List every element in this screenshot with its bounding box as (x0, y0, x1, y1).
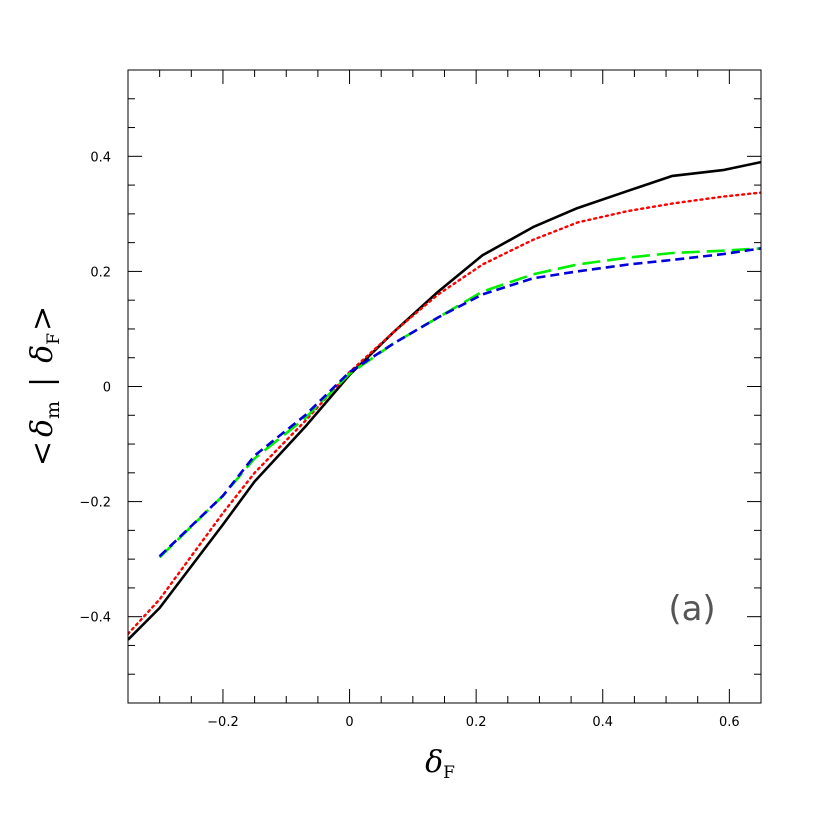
y-tick-label: −0.4 (79, 611, 111, 626)
y-axis-label-symbol: δ (25, 419, 60, 437)
y-axis-label-sub1: m (42, 401, 64, 419)
y-tick-label: 0.4 (90, 150, 111, 165)
x-tick-label: 0.2 (466, 715, 487, 730)
x-tick-label: 0.6 (719, 715, 740, 730)
x-tick-label: 0 (345, 715, 353, 730)
plot-frame (127, 69, 762, 704)
series-layer (128, 160, 761, 641)
panel-label: (a) (668, 589, 715, 629)
y-axis-label-sub2: F (44, 333, 64, 345)
y-axis-label-bar: | (25, 377, 60, 387)
y-axis-label: <δm|δF> (25, 306, 64, 466)
ticks-layer (128, 69, 762, 704)
y-tick-label: 0.2 (90, 265, 111, 280)
x-axis-label-subscript: F (443, 763, 455, 783)
x-axis-label-symbol: δ (425, 745, 443, 780)
svg-text:<δm|δF>: <δm|δF> (25, 306, 64, 466)
y-axis-label-close: > (25, 306, 60, 331)
series-line-2 (128, 191, 761, 636)
series-line-1 (128, 160, 761, 641)
y-tick-label: 0 (103, 381, 111, 396)
x-tick-label: 0.4 (592, 715, 613, 730)
series-line-3 (158, 247, 761, 559)
y-axis-label-symbol2: δ (25, 345, 60, 363)
y-tick-label: −0.2 (79, 496, 111, 511)
x-tick-label: −0.2 (207, 715, 239, 730)
y-axis-label-open: < (25, 441, 60, 466)
x-axis-label: δF (425, 745, 455, 783)
tick-labels-layer: −0.2 0 0.2 0.4 0.6 −0.4 −0.2 0 0.2 0.4 (79, 150, 739, 730)
series-line-4 (158, 247, 761, 558)
